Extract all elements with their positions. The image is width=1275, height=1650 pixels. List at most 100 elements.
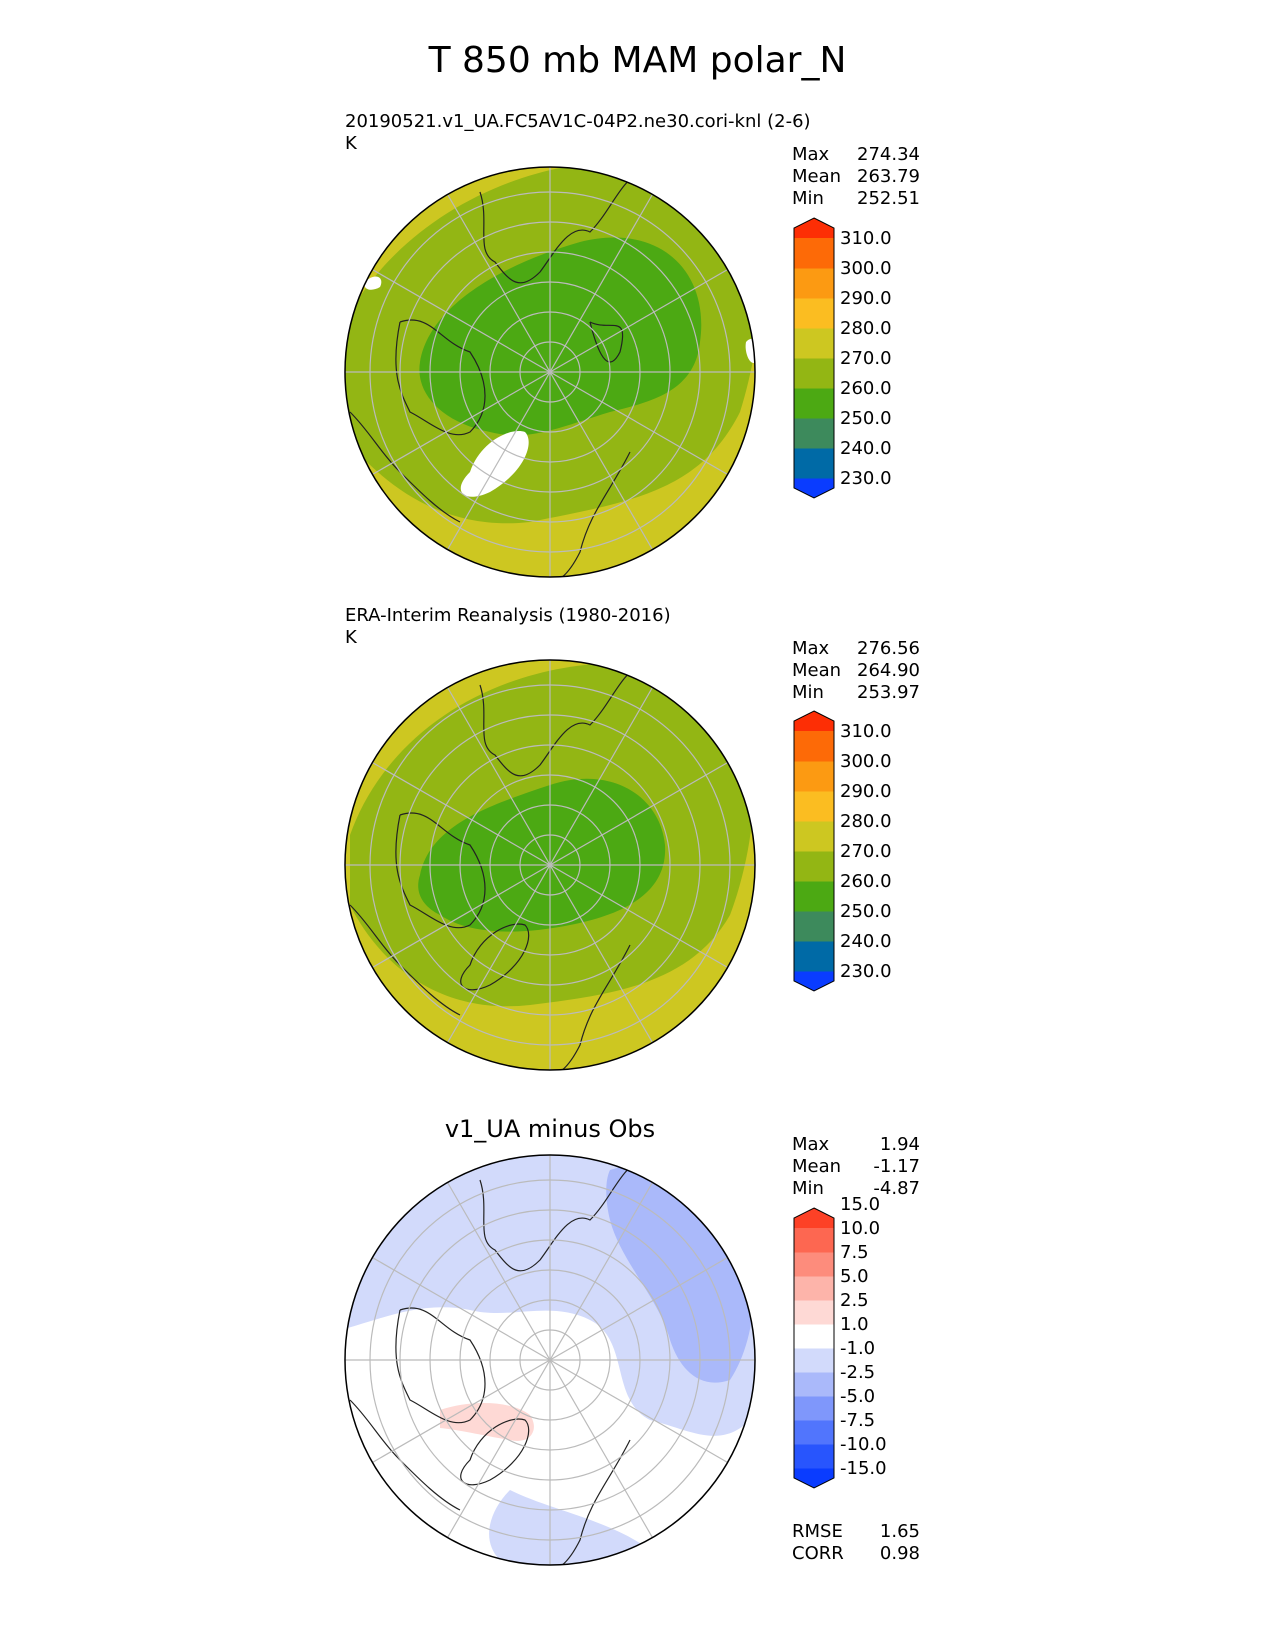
- stat-label: CORR: [792, 1543, 844, 1564]
- panel-diff-bottom-stats: RMSE 1.65 CORR 0.98: [792, 1521, 920, 1565]
- panel-test-units: K: [345, 133, 357, 154]
- colorbar-tick-label: 260.0: [840, 378, 892, 399]
- colorbar-tick-label: 5.0: [840, 1266, 869, 1287]
- stat-value: 274.34: [857, 144, 920, 165]
- colorbar-tick-label: 230.0: [840, 961, 892, 982]
- missing-data-patch: [745, 338, 755, 363]
- colorbar-extend-min: [794, 478, 834, 498]
- missing-data-greenland: [460, 431, 529, 497]
- colorbar-segment: [794, 268, 834, 299]
- colorbar-tick-label: 10.0: [840, 1218, 880, 1239]
- colorbar-outline: [793, 1207, 835, 1489]
- stat-label: Mean: [792, 166, 842, 187]
- colorbar-outline: [793, 710, 835, 992]
- colorbar-segment: [794, 731, 834, 762]
- field-negative-small: [489, 1490, 650, 1565]
- colorbar-segment: [794, 328, 834, 359]
- stat-value: -4.87: [873, 1178, 920, 1199]
- map-boundary: [344, 1154, 756, 1566]
- colorbar-tick-label: -7.5: [840, 1410, 875, 1431]
- stat-value: -1.17: [873, 1156, 920, 1177]
- map-boundary: [344, 659, 756, 1071]
- panel-ref-units: K: [345, 627, 357, 648]
- colorbar-segment: [794, 1300, 834, 1325]
- colorbar-tick-label: 260.0: [840, 871, 892, 892]
- colorbar-segment: [794, 761, 834, 792]
- stat-label: Mean: [792, 660, 842, 681]
- colorbar-tick-label: 280.0: [840, 811, 892, 832]
- panel-test-stats: Max 274.34 Mean 263.79 Min 252.51: [792, 144, 920, 210]
- colorbar-difference: -15.0 -10.0 -7.5 -5.0 -2.5 -1.0 1.0 2.5 5.0 7.5 10…: [793, 1194, 887, 1489]
- panel-test-title: 20190521.v1_UA.FC5AV1C-04P2.ne30.cori-kn…: [345, 111, 811, 155]
- colorbar-tick-label: 15.0: [840, 1194, 880, 1215]
- colorbar-segment: [794, 1324, 834, 1349]
- colorbar-extend-min: [794, 971, 834, 991]
- colorbar-tick-label: -15.0: [840, 1458, 887, 1479]
- colorbar-outline: [793, 217, 835, 499]
- panel-ref-case-name: ERA-Interim Reanalysis (1980-2016): [345, 605, 671, 626]
- colorbar-segment: [794, 1444, 834, 1469]
- colorbar-tick-label: 270.0: [840, 348, 892, 369]
- colorbar-temperature-ref: 230.0 240.0 250.0 260.0 270.0 280.0 290.0 300.0…: [793, 710, 892, 992]
- stat-label: Max: [792, 144, 830, 165]
- stat-value: 253.97: [857, 682, 920, 703]
- colorbar-segment: [794, 1372, 834, 1397]
- colorbar-extend-max: [794, 1208, 834, 1228]
- colorbar-segment: [794, 1420, 834, 1445]
- colorbar-segment: [794, 851, 834, 882]
- figure-title: T 850 mb MAM polar_N: [428, 40, 847, 81]
- panel-test-case-name: 20190521.v1_UA.FC5AV1C-04P2.ne30.cori-kn…: [345, 111, 811, 132]
- stat-value: 263.79: [857, 166, 920, 187]
- colorbar-segment: [794, 941, 834, 972]
- panel-diff-stats: Max 1.94 Mean -1.17 Min -4.87: [792, 1134, 920, 1200]
- stat-value: 0.98: [879, 1543, 920, 1564]
- colorbar-tick-label: -2.5: [840, 1362, 875, 1383]
- colorbar-tick-label: 240.0: [840, 438, 892, 459]
- colorbar-segment: [794, 791, 834, 822]
- map-boundary: [344, 166, 756, 578]
- colorbar-segment: [794, 298, 834, 329]
- polar-map-diff: [344, 1154, 756, 1566]
- colorbar-tick-label: 2.5: [840, 1290, 869, 1311]
- stat-label: Min: [792, 682, 824, 703]
- polar-map-test: [344, 166, 756, 578]
- colorbar-tick-label: 300.0: [840, 258, 892, 279]
- colorbar-segment: [794, 1252, 834, 1277]
- colorbar-tick-label: 250.0: [840, 901, 892, 922]
- colorbar-tick-label: 300.0: [840, 751, 892, 772]
- colorbar-segment: [794, 358, 834, 389]
- colorbar-segment: [794, 238, 834, 269]
- colorbar-tick-label: 1.0: [840, 1314, 869, 1335]
- colorbar-segment: [794, 388, 834, 419]
- colorbar-segment: [794, 448, 834, 479]
- colorbar-segment: [794, 1276, 834, 1301]
- panel-ref-stats: Max 276.56 Mean 264.90 Min 253.97: [792, 638, 920, 704]
- colorbar-tick-label: 310.0: [840, 721, 892, 742]
- stat-label: RMSE: [792, 1521, 843, 1542]
- colorbar-segment: [794, 911, 834, 942]
- stat-label: Min: [792, 188, 824, 209]
- panel-ref-title: ERA-Interim Reanalysis (1980-2016) K: [345, 605, 671, 649]
- colorbar-extend-max: [794, 711, 834, 731]
- graticule: [345, 660, 755, 1070]
- field-inner-core: [419, 237, 702, 436]
- colorbar-tick-label: 290.0: [840, 781, 892, 802]
- colorbar-segment: [794, 1228, 834, 1253]
- colorbar-extend-min: [794, 1468, 834, 1488]
- stat-label: Max: [792, 638, 830, 659]
- panel-diff-title: v1_UA minus Obs: [444, 1115, 656, 1143]
- graticule: [345, 167, 755, 577]
- colorbar-temperature-test: 230.0 240.0 250.0 260.0 270.0 280.0 290.0 300.0…: [793, 217, 892, 499]
- colorbar-tick-label: -10.0: [840, 1434, 887, 1455]
- stat-label: Mean: [792, 1156, 842, 1177]
- polar-map-ref: [344, 659, 756, 1071]
- colorbar-segment: [794, 1396, 834, 1421]
- colorbar-tick-label: 250.0: [840, 408, 892, 429]
- stat-value: 1.65: [879, 1521, 920, 1542]
- stat-value: 1.94: [879, 1134, 920, 1155]
- stat-label: Max: [792, 1134, 830, 1155]
- missing-data-patch: [364, 276, 382, 290]
- colorbar-tick-label: 290.0: [840, 288, 892, 309]
- colorbar-segment: [794, 881, 834, 912]
- field-positive-small: [440, 1403, 534, 1441]
